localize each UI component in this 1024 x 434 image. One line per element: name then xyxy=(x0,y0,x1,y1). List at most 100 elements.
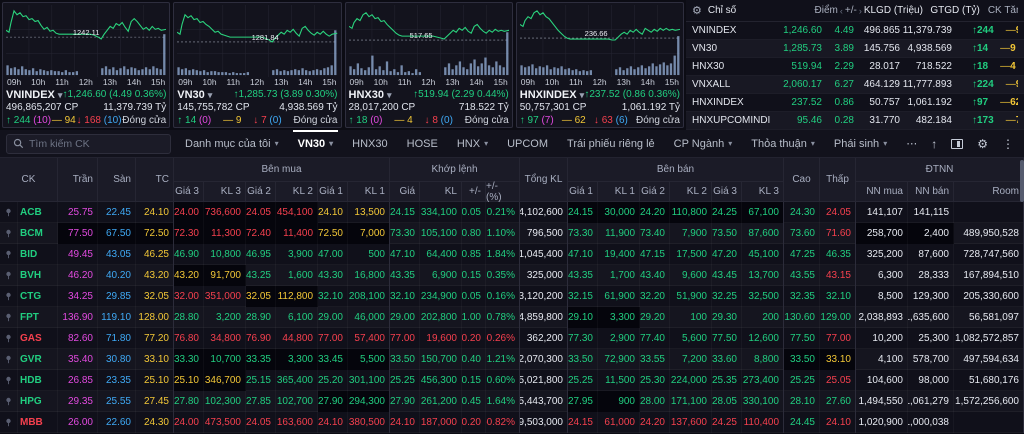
index-sparkline-chart: 1281.84 xyxy=(177,5,337,77)
index-table-row[interactable]: HNX30 519.94 2.29 28.017 718.522 ↑18—4↓8 xyxy=(686,58,1024,76)
kebab-menu-icon[interactable]: ⋮ xyxy=(1002,138,1014,150)
stock-row-FPT[interactable]: FPT136.90119.10128.00128.803,200128.906,… xyxy=(0,307,1024,328)
header-ben-ban: Bên bán xyxy=(568,158,784,182)
stock-row-HDB[interactable]: HDB26.8523.3525.1025.10346,70025.15365,4… xyxy=(0,370,1024,391)
cell-tong-kl: 325,000 xyxy=(520,265,568,286)
index-table-row[interactable]: HNXINDEX 237.52 0.86 50.757 1,061.192 ↑9… xyxy=(686,94,1024,112)
nav-tab-hose[interactable]: HOSE xyxy=(407,130,438,157)
index-name-selector[interactable]: HNX30▾ xyxy=(349,89,392,101)
cell-s-kl3: 87,600 xyxy=(742,223,784,244)
time-label: 12h xyxy=(250,77,264,88)
price-board-header: CK Trần Sàn TC Bên mua Khớp lệnh Tổng KL… xyxy=(0,158,1024,202)
nav-tab-tr-i-phi-u-ri-ng-l-[interactable]: Trái phiếu riêng lẻ xyxy=(567,130,655,157)
cell-room: 51,680,176 xyxy=(954,370,1024,391)
cell-tran: 26.85 xyxy=(58,370,98,391)
index-updown: ↑173—74↓106 xyxy=(960,115,1018,126)
cell-tran: 82.60 xyxy=(58,328,98,349)
cell-tc: 24.10 xyxy=(136,202,174,223)
col-chg: +/- xyxy=(845,5,857,16)
index-table-row[interactable]: VN30 1,285.73 3.89 145.756 4,938.569 ↑14… xyxy=(686,40,1024,58)
cell-nn-ban: 141,115 xyxy=(908,202,954,223)
stock-row-HPG[interactable]: HPG29.3525.5527.4527.80102,30027.85102,7… xyxy=(0,391,1024,412)
pin-icon[interactable] xyxy=(0,223,18,244)
index-value-ty: 1,061.192 Tỷ xyxy=(622,102,680,113)
index-name-selector[interactable]: HNXINDEX▾ xyxy=(520,89,584,101)
chevron-down-icon: ▾ xyxy=(728,139,732,148)
cell-b-kl1: 16,800 xyxy=(348,265,390,286)
unchanged-count: — 62 xyxy=(562,115,586,126)
pin-icon[interactable] xyxy=(0,412,18,433)
col-chi-so: Chỉ số xyxy=(708,5,788,16)
index-name: VNXALL xyxy=(692,79,772,90)
search-box[interactable] xyxy=(6,134,171,154)
gear-icon[interactable]: ⚙ xyxy=(692,4,702,17)
cell-s-gia1: 129.10 xyxy=(568,307,598,328)
pin-icon[interactable] xyxy=(0,391,18,412)
cell-tc: 24.30 xyxy=(136,412,174,433)
stock-row-GAS[interactable]: GAS82.6071.8077.2076.8034,80076.9044,800… xyxy=(0,328,1024,349)
cell-b-kl1: 208,100 xyxy=(348,286,390,307)
chevron-right-icon[interactable]: › xyxy=(859,6,862,16)
index-chart-panel: 1281.84 09h10h11h12h13h14h15h VN30▾ ↑1,2… xyxy=(173,2,341,128)
settings-gear-icon[interactable]: ⚙ xyxy=(977,138,988,150)
cell-m-gia: 47.10 xyxy=(390,244,420,265)
index-table-row[interactable]: VNINDEX 1,246.60 4.49 496.865 11,379.739… xyxy=(686,22,1024,40)
cell-tran: 29.35 xyxy=(58,391,98,412)
table-scrollbar[interactable] xyxy=(1020,160,1024,202)
stock-row-BVH[interactable]: BVH46.2040.2043.2043.2091,70043.251,6004… xyxy=(0,265,1024,286)
index-table-row[interactable]: HNXUPCOMINDI 95.46 0.28 31.770 482.184 ↑… xyxy=(686,112,1024,130)
cell-s-kl3: 273,400 xyxy=(742,370,784,391)
stock-row-BCM[interactable]: BCM77.5067.5072.5072.3011,30072.4011,400… xyxy=(0,223,1024,244)
pin-icon[interactable] xyxy=(0,244,18,265)
time-label: 10h xyxy=(202,77,216,88)
cell-tc: 72.50 xyxy=(136,223,174,244)
cell-ck: MBB xyxy=(18,412,58,433)
nav-tab-vn30[interactable]: VN30▾ xyxy=(298,130,334,157)
cell-m-pct: 0.16% xyxy=(486,286,520,307)
cell-b-kl3: 10,700 xyxy=(204,349,246,370)
cell-nn-mua: 8,500 xyxy=(856,286,908,307)
search-input[interactable] xyxy=(29,138,164,150)
pin-icon[interactable] xyxy=(0,328,18,349)
cell-b-kl3: 34,800 xyxy=(204,328,246,349)
svg-text:1242.11: 1242.11 xyxy=(73,28,100,37)
nav-tab-hnx[interactable]: HNX▾ xyxy=(457,130,488,157)
stock-row-BID[interactable]: BID49.4543.0546.2546.9010,80046.953,9004… xyxy=(0,244,1024,265)
chevron-left-icon[interactable]: ‹ xyxy=(840,6,843,16)
stock-row-ACB[interactable]: ACB25.7522.4524.1024.00736,60024.05454,1… xyxy=(0,202,1024,223)
nav-bar: Danh mục của tôi▾ VN30▾ HNX30 HOSE HNX▾ … xyxy=(0,130,1024,158)
cell-tran: 49.45 xyxy=(58,244,98,265)
stock-row-MBB[interactable]: MBB26.0022.6024.3024.00473,50024.051,163… xyxy=(0,412,1024,433)
pin-icon[interactable] xyxy=(0,286,18,307)
advancers-count: ↑ 14 (0) xyxy=(177,115,211,126)
nav-tab-ph-i-sinh[interactable]: Phái sinh▾ xyxy=(834,130,887,157)
nav-tab-hnx30[interactable]: HNX30 xyxy=(352,130,387,157)
index-chart-panel: 236.66 09h10h11h12h13h14h15h HNXINDEX▾ ↑… xyxy=(516,2,684,128)
cell-b-gia2: 72.40 xyxy=(246,223,276,244)
stock-row-GVR[interactable]: GVR35.4030.8033.1033.3010,70033.353,3003… xyxy=(0,349,1024,370)
nav-tab-upcom[interactable]: UPCOM xyxy=(507,130,548,157)
cell-m-chg: 0.15 xyxy=(462,370,486,391)
nav-tab-cp-ng-nh[interactable]: CP Ngành▾ xyxy=(674,130,733,157)
pin-icon[interactable] xyxy=(0,370,18,391)
index-name-selector[interactable]: VNINDEX▾ xyxy=(6,89,62,101)
index-name-selector[interactable]: VN30▾ xyxy=(177,89,212,101)
cell-cao: 43.55 xyxy=(784,265,820,286)
chevron-down-icon: ▾ xyxy=(811,139,815,148)
nav-tab-th-a-thu-n[interactable]: Thỏa thuận▾ xyxy=(751,130,815,157)
pin-icon[interactable] xyxy=(0,265,18,286)
collapse-up-icon[interactable]: ↑ xyxy=(931,138,937,150)
stock-row-CTG[interactable]: CTG34.2529.8532.0532.00351,00032.05112,8… xyxy=(0,286,1024,307)
index-table-row[interactable]: VNXALL 2,060.17 6.27 464.129 11,777.893 … xyxy=(686,76,1024,94)
chevron-down-icon: ▾ xyxy=(387,90,392,100)
cell-b-gia3: 32.00 xyxy=(174,286,204,307)
pin-icon[interactable] xyxy=(0,349,18,370)
layout-panel-icon[interactable] xyxy=(951,139,963,149)
nav-tab-danh-m-c-c-a-t-i[interactable]: Danh mục của tôi▾ xyxy=(185,130,279,157)
index-updown: ↑224—97↓160 xyxy=(960,79,1018,90)
pin-icon[interactable] xyxy=(0,202,18,223)
nav-tab--[interactable]: ⋯ xyxy=(906,130,917,157)
index-table-header: ⚙ Chỉ số Điểm ‹ +/- › KLGD (Triệu) GTGD … xyxy=(686,0,1024,22)
pin-icon[interactable] xyxy=(0,307,18,328)
charts-row: 1242.11 09h10h11h12h13h14h15h VNINDEX▾ ↑… xyxy=(0,0,686,130)
